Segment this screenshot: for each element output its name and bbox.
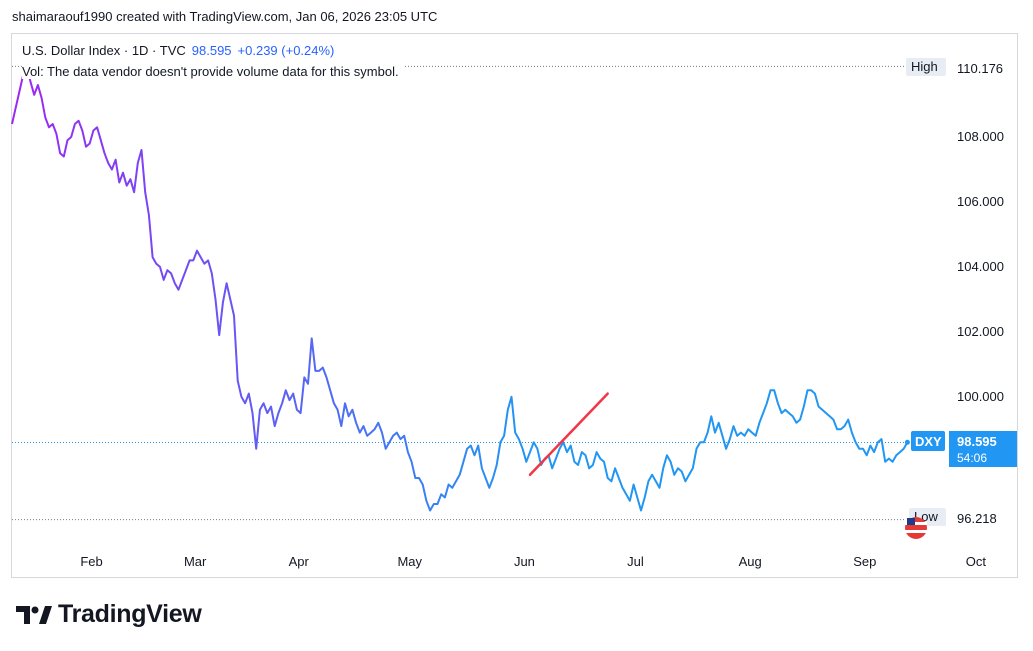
brand-name: TradingView (58, 600, 202, 628)
price-labels: High 110.176 Low 96.218 DXY 98.595 54:06 (905, 58, 1017, 539)
high-label-box (906, 58, 946, 76)
low-value: 96.218 (957, 511, 997, 526)
reference-lines (12, 65, 905, 521)
y-tick-label: 104.000 (957, 259, 1004, 274)
x-tick-label: Apr (289, 554, 310, 569)
axis-labels: 108.000 106.000 104.000 102.000 100.000 Feb Ma… (80, 129, 1004, 569)
chart-credit: shaimaraouf1990 created with TradingView… (12, 9, 438, 24)
volume-note: Vol: The data vendor doesn't provide vol… (22, 64, 403, 79)
plot-area[interactable] (11, 65, 910, 512)
y-tick-label: 102.000 (957, 324, 1004, 339)
last-price-box (949, 431, 1017, 467)
countdown: 54:06 (957, 451, 987, 465)
x-tick-label: May (397, 554, 422, 569)
symbol-line: U.S. Dollar Index · 1D · TVC (22, 43, 186, 58)
legend-change: +0.239 (+0.24%) (237, 43, 335, 58)
brand[interactable]: TradingView (16, 600, 202, 629)
x-tick-label: Jul (627, 554, 644, 569)
y-tick-label: 100.000 (957, 389, 1004, 404)
last-price: 98.595 (957, 434, 997, 449)
last-point (904, 439, 910, 445)
x-tick-label: Sep (853, 554, 876, 569)
price-line (11, 65, 909, 512)
trend-line (528, 392, 609, 477)
legend: U.S. Dollar Index · 1D · TVC 98.595 +0.239… (22, 43, 334, 58)
x-tick-label: Aug (739, 554, 762, 569)
x-tick-label: Mar (184, 554, 207, 569)
y-tick-label: 108.000 (957, 129, 1004, 144)
tradingview-logo-icon (16, 605, 52, 624)
legend-price: 98.595 (191, 43, 232, 58)
high-value: 110.176 (957, 61, 1003, 76)
ticker-badge: DXY (915, 434, 942, 449)
ticker-badge-box (911, 431, 945, 451)
y-tick-label: 106.000 (957, 194, 1004, 209)
x-tick-label: Jun (514, 554, 535, 569)
x-tick-label: Oct (966, 554, 987, 569)
chart-frame (11, 33, 1018, 578)
x-tick-label: Feb (80, 554, 102, 569)
flag-icon (905, 517, 927, 539)
high-label: High (911, 59, 938, 74)
